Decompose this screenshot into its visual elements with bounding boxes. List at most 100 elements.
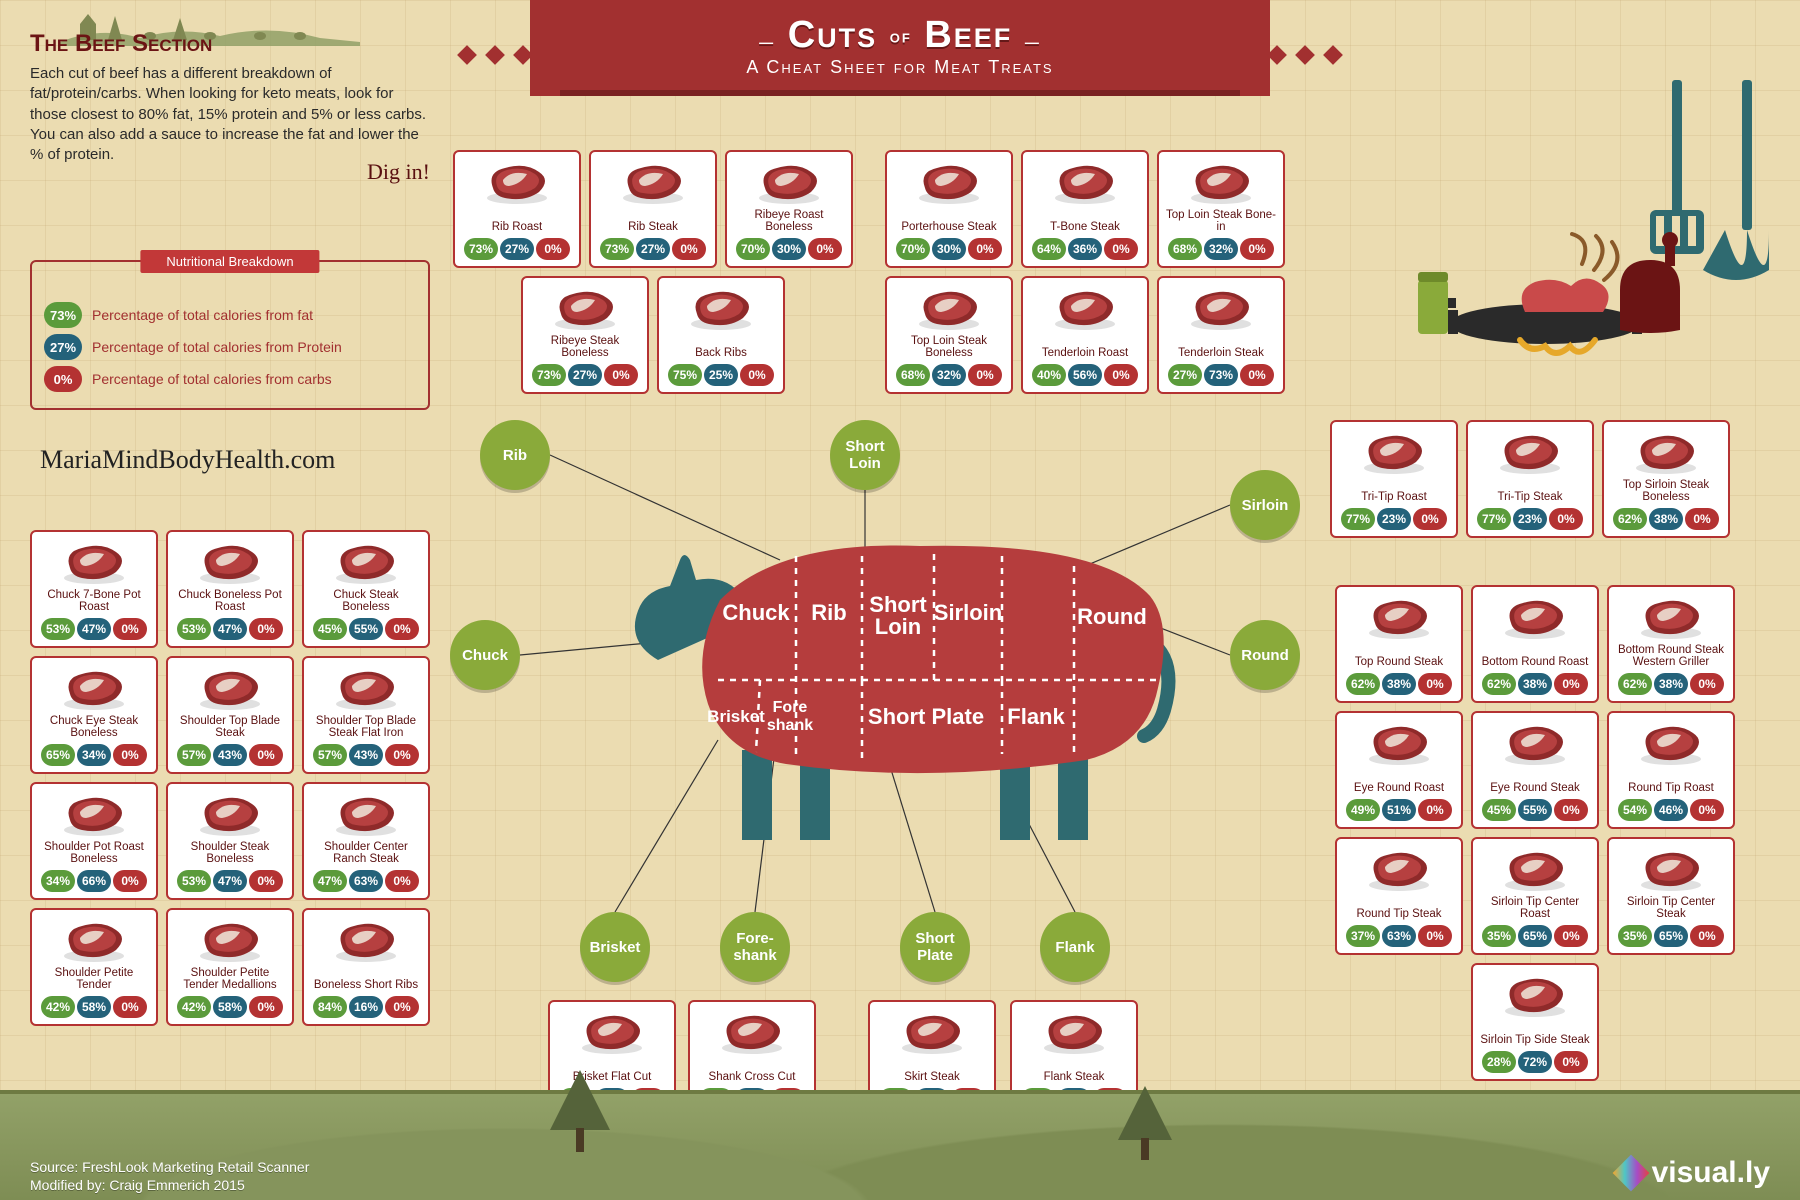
meat-icon <box>194 792 266 838</box>
pill-prot: 34% <box>77 744 111 766</box>
pill-fat: 73% <box>464 238 498 260</box>
pill-prot: 27% <box>636 238 670 260</box>
cut-pills: 37%63%0% <box>1346 925 1452 947</box>
cut-pills: 73%27%0% <box>600 238 706 260</box>
cut-pills: 77%23%0% <box>1341 508 1447 530</box>
pill-carb: 0% <box>1418 799 1452 821</box>
cut-name: Top Round Steak <box>1355 645 1443 669</box>
section-label-rib: Rib <box>480 420 550 490</box>
logo-text: visual.ly <box>1652 1156 1770 1190</box>
pill-prot: 72% <box>1518 1051 1552 1073</box>
group-sirloin: Tri-Tip Roast77%23%0% Tri-Tip Steak77%23… <box>1330 420 1740 538</box>
meat-icon <box>1185 286 1257 332</box>
pill-prot: 63% <box>1382 925 1416 947</box>
footer-credits: Source: FreshLook Marketing Retail Scann… <box>30 1158 309 1194</box>
cut-card: Eye Round Steak45%55%0% <box>1471 711 1599 829</box>
pill-fat: 53% <box>41 618 75 640</box>
pill-carb: 0% <box>1104 238 1138 260</box>
cut-card: Shoulder Top Blade Steak Flat Iron57%43%… <box>302 656 430 774</box>
pill-fat: 77% <box>1341 508 1375 530</box>
meat-icon <box>1630 430 1702 476</box>
cut-pills: 34%66%0% <box>41 870 147 892</box>
cut-name: Shoulder Center Ranch Steak <box>310 841 422 866</box>
cut-card: Tri-Tip Steak77%23%0% <box>1466 420 1594 538</box>
meat-icon <box>1499 595 1571 641</box>
cut-name: Shoulder Top Blade Steak Flat Iron <box>310 715 422 740</box>
cut-pills: 64%36%0% <box>1032 238 1138 260</box>
pill-carb: 0% <box>1418 925 1452 947</box>
meat-icon <box>194 540 266 586</box>
cut-card: Chuck Boneless Pot Roast 53%47%0% <box>166 530 294 648</box>
pill-prot: 27% <box>500 238 534 260</box>
cut-pills: 53%47%0% <box>177 618 283 640</box>
legend-row: 27%Percentage of total calories from Pro… <box>44 334 416 360</box>
pill-carb: 0% <box>1554 673 1588 695</box>
meat-icon <box>1363 595 1435 641</box>
pill-fat: 45% <box>1482 799 1516 821</box>
cut-card: Round Tip Roast54%46%0% <box>1607 711 1735 829</box>
pill-prot: 36% <box>1068 238 1102 260</box>
cut-pills: 57%43%0% <box>177 744 283 766</box>
cut-name: Shoulder Petite Tender Medallions <box>174 967 286 992</box>
legend-pill: 73% <box>44 302 82 328</box>
cut-name: Tenderloin Roast <box>1042 336 1128 360</box>
cut-card: Shoulder Center Ranch Steak47%63%0% <box>302 782 430 900</box>
pill-carb: 0% <box>1104 364 1138 386</box>
section-label-foreshank: Fore- shank <box>720 912 790 982</box>
cut-pills: 42%58%0% <box>177 996 283 1018</box>
intro-box: The Beef Section Each cut of beef has a … <box>30 30 430 185</box>
cut-pills: 73%27%0% <box>532 364 638 386</box>
meat-icon <box>330 666 402 712</box>
cut-card: Rib Steak73%27%0% <box>589 150 717 268</box>
meat-icon <box>576 1010 648 1056</box>
pill-fat: 53% <box>177 870 211 892</box>
cut-pills: 68%32%0% <box>1168 238 1274 260</box>
pill-fat: 53% <box>177 618 211 640</box>
cut-name: Sirloin Tip Side Steak <box>1480 1023 1589 1047</box>
cut-card: Boneless Short Ribs84%16%0% <box>302 908 430 1026</box>
cut-name: Chuck Boneless Pot Roast <box>174 589 286 614</box>
legend-pill: 27% <box>44 334 82 360</box>
pill-carb: 0% <box>385 870 419 892</box>
pill-fat: 37% <box>1346 925 1380 947</box>
pill-carb: 0% <box>249 618 283 640</box>
pill-fat: 70% <box>896 238 930 260</box>
pill-fat: 34% <box>41 870 75 892</box>
cut-pills: 77%23%0% <box>1477 508 1583 530</box>
meat-icon <box>58 540 130 586</box>
cut-pills: 75%25%0% <box>668 364 774 386</box>
pill-carb: 0% <box>385 996 419 1018</box>
legend-label: Percentage of total calories from fat <box>92 307 313 323</box>
pill-fat: 62% <box>1482 673 1516 695</box>
pill-prot: 47% <box>77 618 111 640</box>
cut-pills: 45%55%0% <box>1482 799 1588 821</box>
pill-prot: 63% <box>349 870 383 892</box>
tree-icon <box>1110 1086 1180 1166</box>
pill-fat: 62% <box>1613 508 1647 530</box>
pill-prot: 58% <box>213 996 247 1018</box>
title-banner: — Cuts of Beef — A Cheat Sheet for Meat … <box>560 0 1240 96</box>
group-round: Top Round Steak62%38%0% Bottom Round Roa… <box>1330 585 1740 1081</box>
pill-prot: 55% <box>349 618 383 640</box>
cut-name: Top Loin Steak Boneless <box>893 335 1005 360</box>
svg-text:Round: Round <box>1077 604 1147 629</box>
pill-carb: 0% <box>1418 673 1452 695</box>
pill-fat: 40% <box>1032 364 1066 386</box>
pill-prot: 66% <box>77 870 111 892</box>
cut-card: Back Ribs75%25%0% <box>657 276 785 394</box>
cut-name: Sirloin Tip Center Roast <box>1479 896 1591 921</box>
cut-pills: 70%30%0% <box>896 238 1002 260</box>
cut-card: Ribeye Steak Boneless73%27%0% <box>521 276 649 394</box>
meat-icon <box>1363 721 1435 767</box>
svg-text:Short Plate: Short Plate <box>868 704 984 729</box>
pill-fat: 35% <box>1482 925 1516 947</box>
pill-fat: 77% <box>1477 508 1511 530</box>
pill-fat: 73% <box>532 364 566 386</box>
pill-carb: 0% <box>249 996 283 1018</box>
meat-icon <box>1635 847 1707 893</box>
cut-pills: 35%65%0% <box>1618 925 1724 947</box>
pill-carb: 0% <box>1690 799 1724 821</box>
cut-name: Chuck Eye Steak Boneless <box>38 715 150 740</box>
pill-carb: 0% <box>385 618 419 640</box>
title-b: Beef <box>924 14 1012 56</box>
